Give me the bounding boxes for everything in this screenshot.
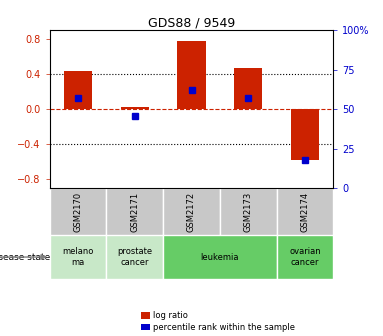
Text: GSM2170: GSM2170 (74, 192, 83, 232)
Bar (64, 71, 92, 109)
Bar (106, 235, 163, 279)
Text: leukemia: leukemia (201, 253, 239, 261)
Legend: log ratio, percentile rank within the sample: log ratio, percentile rank within the sa… (141, 311, 295, 332)
Bar (234, 68, 262, 109)
Bar (163, 188, 220, 235)
Bar (291, 109, 319, 160)
Title: GDS88 / 9549: GDS88 / 9549 (148, 16, 235, 29)
Text: GSM2174: GSM2174 (300, 192, 309, 232)
Bar (277, 188, 333, 235)
Text: ovarian
cancer: ovarian cancer (289, 247, 321, 267)
Bar (121, 108, 149, 109)
Text: GSM2172: GSM2172 (187, 192, 196, 232)
Text: GSM2173: GSM2173 (244, 192, 253, 232)
Bar (50, 235, 106, 279)
Text: disease state: disease state (0, 253, 50, 261)
Text: prostate
cancer: prostate cancer (117, 247, 152, 267)
Bar (163, 235, 277, 279)
Bar (50, 188, 106, 235)
Text: melano
ma: melano ma (62, 247, 94, 267)
Bar (177, 41, 206, 109)
Bar (220, 188, 277, 235)
Bar (106, 188, 163, 235)
Text: GSM2171: GSM2171 (130, 192, 139, 232)
Bar (277, 235, 333, 279)
